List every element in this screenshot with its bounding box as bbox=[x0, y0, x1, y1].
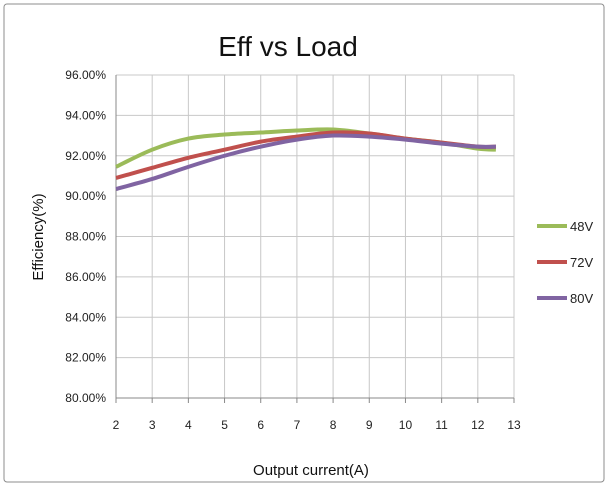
x-tick-label: 8 bbox=[330, 418, 337, 432]
y-tick-label: 86.00% bbox=[65, 270, 106, 284]
series-line-80V bbox=[115, 133, 496, 191]
y-tick-label: 94.00% bbox=[65, 108, 106, 122]
series-lines bbox=[115, 127, 497, 191]
legend-label-48V: 48V bbox=[570, 219, 593, 234]
x-tick-label: 9 bbox=[366, 418, 373, 432]
chart-frame bbox=[3, 3, 605, 483]
x-tick-label: 7 bbox=[294, 418, 301, 432]
x-tick-label: 12 bbox=[471, 418, 485, 432]
x-tick-label: 13 bbox=[507, 418, 521, 432]
x-tick-label: 5 bbox=[221, 418, 228, 432]
x-tick-label: 4 bbox=[185, 418, 192, 432]
x-axis-label: Output current(A) bbox=[253, 462, 369, 479]
y-tick-label: 82.00% bbox=[65, 351, 106, 365]
chart-title: Eff vs Load bbox=[218, 31, 358, 62]
legend: 48V 72V 80V bbox=[537, 219, 593, 306]
x-tick-label: 11 bbox=[435, 418, 448, 432]
y-tick-label: 92.00% bbox=[65, 149, 106, 163]
y-tick-label: 96.00% bbox=[65, 68, 106, 82]
x-tick-label: 3 bbox=[149, 418, 156, 432]
x-tick-label: 10 bbox=[399, 418, 413, 432]
x-tick-label: 6 bbox=[257, 418, 264, 432]
axes: 96.00% 94.00% 92.00% 90.00% 88.00% 86.00% 84.0… bbox=[65, 68, 521, 432]
y-tick-label: 84.00% bbox=[65, 310, 106, 324]
y-axis-label: Efficiency(%) bbox=[30, 193, 47, 280]
legend-label-80V: 80V bbox=[570, 291, 593, 306]
x-tick-label: 2 bbox=[113, 418, 120, 432]
y-tick-label: 90.00% bbox=[65, 189, 106, 203]
y-tick-label: 88.00% bbox=[65, 230, 106, 244]
legend-label-72V: 72V bbox=[570, 255, 593, 270]
y-tick-label: 80.00% bbox=[65, 391, 106, 405]
